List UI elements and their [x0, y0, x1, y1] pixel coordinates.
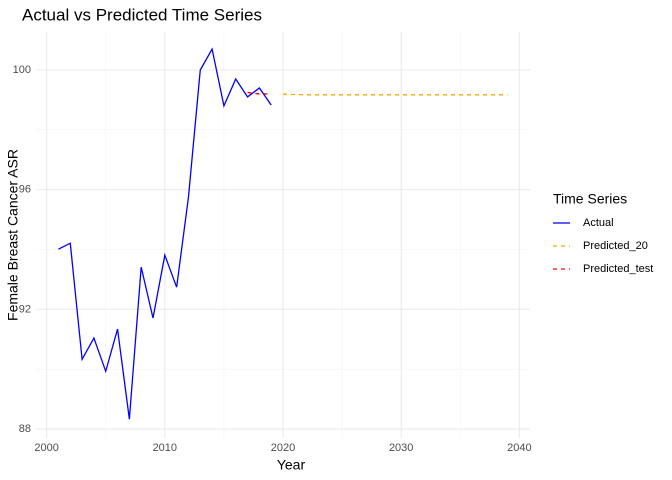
legend-label: Actual: [583, 217, 614, 229]
y-tick-label: 88: [19, 423, 31, 435]
y-tick-label: 100: [13, 64, 31, 76]
series-line: [247, 91, 272, 95]
x-tick-label: 2020: [271, 442, 295, 454]
legend-title: Time Series: [553, 191, 627, 207]
y-tick-label: 96: [19, 184, 31, 196]
x-tick-label: 2030: [389, 442, 413, 454]
y-axis-label: Female Breast Cancer ASR: [5, 149, 21, 321]
x-tick-label: 2010: [153, 442, 177, 454]
series-line: [58, 47, 272, 420]
x-tick-label: 2040: [507, 442, 531, 454]
y-tick-label: 92: [19, 303, 31, 315]
series-line: [282, 93, 508, 96]
x-tick-label: 2000: [34, 442, 58, 454]
legend-label: Predicted_test: [583, 263, 653, 275]
x-axis-label: Year: [277, 457, 306, 473]
chart-title: Actual vs Predicted Time Series: [22, 5, 262, 24]
legend-label: Predicted_20: [583, 240, 648, 252]
